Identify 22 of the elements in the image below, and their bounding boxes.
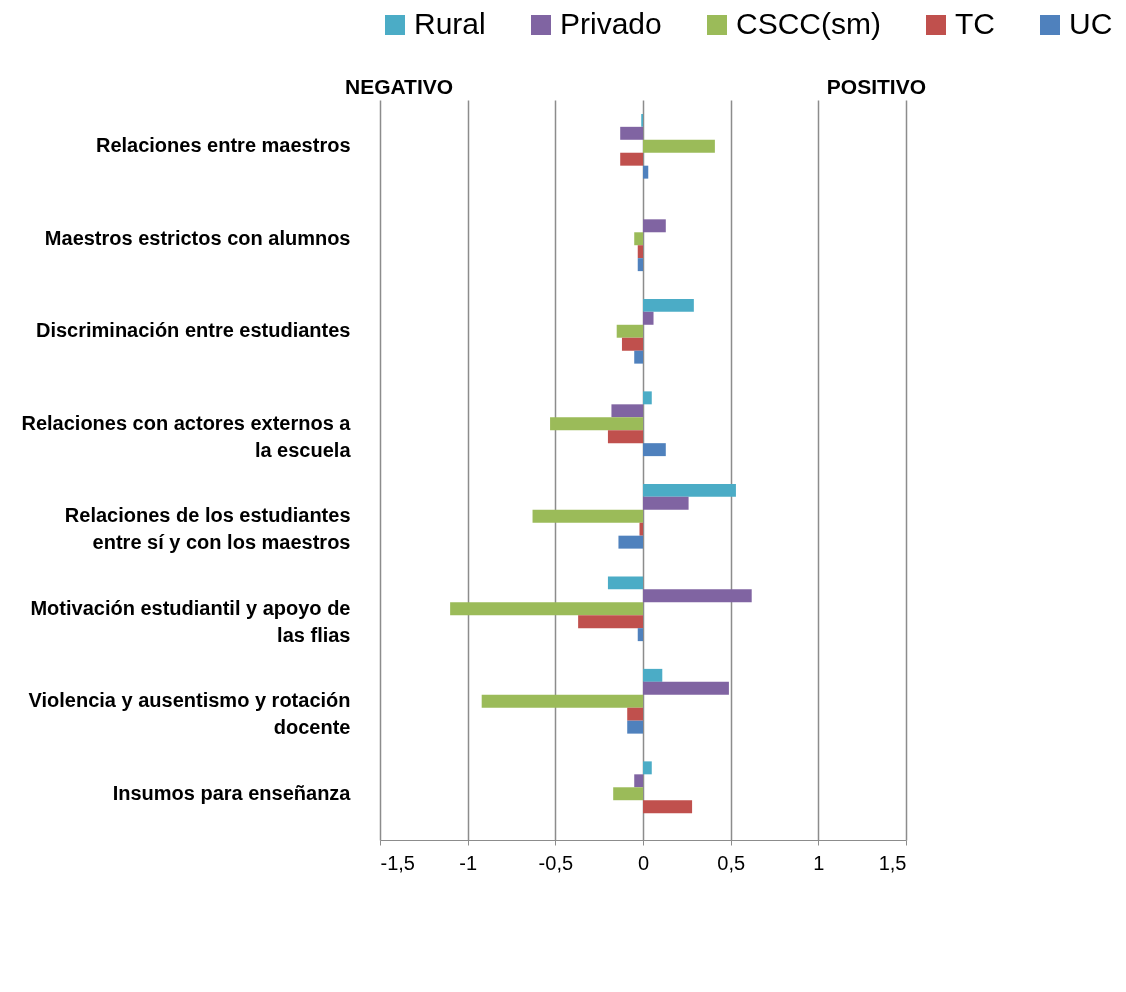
legend-label: CSCC(sm) (736, 7, 881, 40)
legend-label: Privado (560, 7, 662, 40)
y-tick-label: Violencia y ausentismo y rotación docente (28, 689, 351, 739)
y-tick-label: Motivación estudiantil y apoyo de las flias (30, 596, 351, 646)
x-tick-label: -0,5 (538, 851, 574, 874)
x-tick-label: -1 (459, 851, 478, 874)
y-tick-label: Maestros estrictos con alumnos (44, 226, 351, 249)
x-tick-label: 0 (637, 851, 650, 874)
y-tick-label: Relaciones entre maestros (95, 134, 351, 157)
legend-label: UC (1069, 7, 1113, 40)
y-tick-label: Insumos para enseñanza (112, 781, 352, 804)
y-tick-label: Discriminación entre estudiantes (35, 319, 351, 342)
y-tick-label: Relaciones de los estudiantes entre sí y con los maestros (64, 504, 351, 554)
legend-label: Rural (414, 7, 486, 40)
text: NEGATIVO (345, 75, 454, 98)
x-tick-label: 1,5 (878, 851, 907, 874)
x-tick-label: -1,5 (380, 851, 415, 874)
legend-label: TC (955, 7, 995, 40)
x-tick-label: 1 (813, 851, 825, 874)
y-tick-label: Relaciones con actores externos a la escuela (21, 411, 352, 461)
text: POSITIVO (826, 75, 926, 98)
x-tick-label: 0,5 (717, 851, 746, 874)
